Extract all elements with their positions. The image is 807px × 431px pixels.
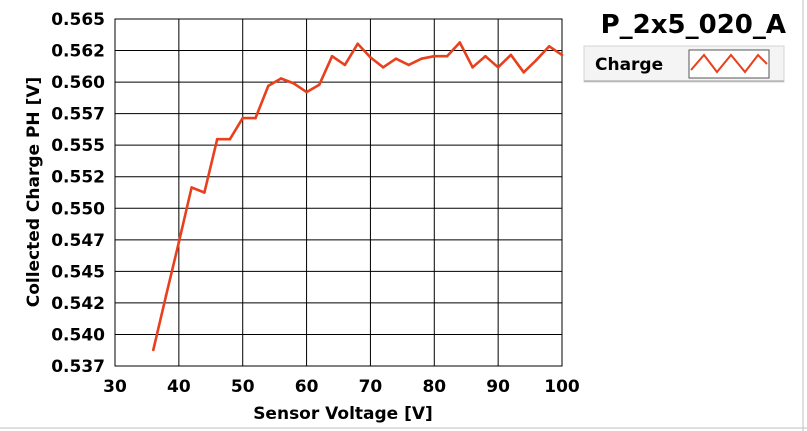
data-point [432, 54, 436, 58]
y-tick-label: 0.547 [51, 231, 105, 251]
legend-label-charge: Charge [595, 55, 663, 75]
data-point [458, 41, 462, 44]
y-tick-label: 0.562 [51, 42, 105, 62]
legend-swatch-box [688, 49, 770, 79]
x-tick-label: 80 [422, 377, 446, 397]
y-tick-label: 0.560 [51, 73, 105, 93]
data-point [254, 116, 257, 120]
data-point [471, 66, 474, 69]
data-point [381, 66, 385, 69]
data-point [177, 240, 181, 244]
data-point [343, 63, 347, 67]
data-point [228, 137, 232, 141]
y-tick-label: 0.545 [51, 262, 105, 282]
grid [115, 19, 562, 366]
data-point [509, 53, 513, 57]
x-tick-label: 70 [359, 377, 383, 397]
y-tick-label: 0.552 [51, 168, 105, 188]
x-tick-label: 30 [103, 377, 127, 397]
data-point [215, 137, 219, 141]
data-point [547, 44, 551, 48]
data-point [560, 53, 564, 57]
y-tick-label: 0.550 [51, 199, 105, 219]
y-tick-label: 0.540 [51, 325, 105, 345]
x-tick-label: 60 [295, 377, 319, 397]
y-tick-label: 0.537 [51, 357, 105, 377]
data-point [445, 54, 449, 58]
data-point [420, 57, 423, 60]
x-tick-label: 90 [486, 377, 510, 397]
data-point [535, 58, 538, 62]
data-point [522, 70, 525, 74]
data-point [266, 84, 270, 88]
data-point [496, 66, 500, 69]
x-tick-label: 50 [231, 377, 255, 397]
data-point [305, 90, 308, 94]
data-point [292, 82, 296, 85]
y-axis-ticks: 0.537 0.540 0.542 0.545 0.547 0.550 0.552 0.555… [51, 10, 105, 377]
y-axis-label: Collected Charge PH [V] [24, 77, 44, 308]
data-point [164, 294, 168, 297]
data-point [241, 116, 245, 120]
plot-area [114, 18, 563, 367]
data-point [279, 77, 283, 80]
data-point [394, 57, 398, 60]
data-point [152, 348, 155, 352]
x-axis-ticks: 30 40 50 60 70 80 90 100 [103, 377, 580, 397]
data-point [356, 42, 359, 46]
data-point [203, 191, 206, 194]
y-tick-label: 0.557 [51, 105, 105, 125]
legend: Charge [583, 45, 785, 83]
legend-swatch-charge [690, 53, 768, 74]
y-tick-label: 0.565 [51, 10, 105, 30]
x-axis-label: Sensor Voltage [V] [253, 404, 433, 424]
chart-title: P_2x5_020_A [601, 10, 786, 40]
data-point [330, 54, 334, 58]
x-tick-label: 100 [544, 377, 580, 397]
y-tick-label: 0.542 [51, 294, 105, 314]
data-point [369, 56, 372, 59]
data-point [318, 83, 321, 86]
data-point [484, 54, 487, 58]
data-point [190, 186, 193, 189]
x-tick-label: 40 [167, 377, 191, 397]
y-tick-label: 0.555 [51, 136, 105, 156]
data-point [407, 63, 411, 67]
series-layer [152, 41, 564, 352]
